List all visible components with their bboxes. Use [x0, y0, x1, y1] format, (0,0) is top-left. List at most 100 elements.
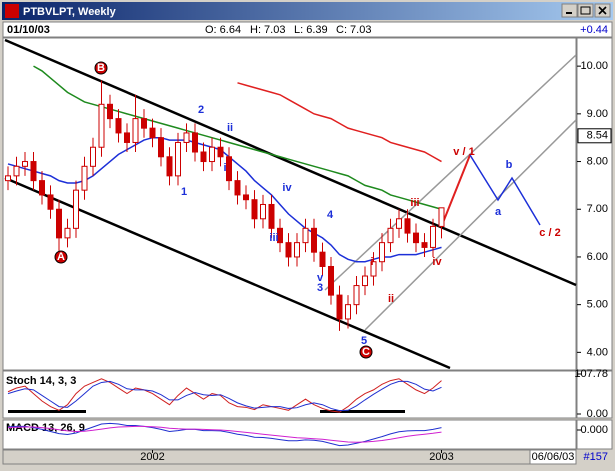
- wave-label: v / 1: [453, 146, 474, 158]
- y-tick-label: 9.00: [587, 108, 608, 120]
- y-tick-label: 5.00: [587, 299, 608, 311]
- candle-body: [200, 151, 207, 163]
- candle-body: [260, 203, 266, 220]
- wave-circle: [94, 61, 108, 75]
- wave-label: iii: [410, 197, 419, 209]
- minimize-button[interactable]: [561, 3, 578, 18]
- candle-body: [302, 227, 309, 244]
- wave-circle: [54, 250, 68, 264]
- window-title: PTBVLPT, Weekly: [23, 6, 117, 18]
- wave-label: ii: [227, 122, 233, 134]
- y-tick-label: 6.00: [587, 251, 608, 263]
- candle-body: [64, 227, 71, 239]
- candle-body: [124, 132, 130, 143]
- footer-date: 06/06/03: [532, 451, 575, 463]
- candle-body: [209, 146, 215, 163]
- channel-lower: [4, 176, 451, 370]
- wave-label: B: [97, 62, 105, 74]
- header-bar: [2, 21, 613, 38]
- candle-body: [149, 127, 156, 139]
- stoch-panel: [2, 370, 577, 419]
- channel-lines: [4, 38, 577, 370]
- wave-label: 2: [198, 104, 204, 116]
- stoch-axis: [576, 370, 613, 419]
- candle-body: [39, 180, 45, 196]
- candle-body: [421, 242, 428, 248]
- indicator-line: [7, 380, 442, 412]
- indicator-line: [237, 82, 442, 163]
- candle-body: [115, 118, 122, 134]
- candle-body: [90, 146, 96, 167]
- candle-body: [141, 118, 147, 129]
- maximize-glyph: [580, 6, 591, 15]
- price-marker: [577, 128, 612, 144]
- candle-body: [226, 156, 232, 182]
- candle-body: [73, 189, 79, 229]
- price-panel: [2, 37, 577, 371]
- candle-body: [251, 199, 258, 220]
- candle-body: [277, 227, 283, 244]
- x-tick-label: 2002: [140, 451, 164, 463]
- candle-body: [183, 132, 190, 143]
- stoch-bar-1: [8, 410, 86, 413]
- header-date: 01/10/03: [7, 24, 50, 36]
- candle-body: [158, 137, 164, 158]
- wave-label: C: [362, 346, 370, 358]
- y-tick-label: 0.000: [580, 424, 608, 436]
- footer-date-box: [529, 449, 577, 465]
- candle-body: [345, 304, 351, 320]
- candle-body: [387, 227, 394, 244]
- app-icon: [5, 4, 19, 18]
- candle-body: [336, 294, 343, 320]
- candle-body: [294, 242, 300, 258]
- projection-blue: [469, 154, 541, 226]
- macd-axis: [576, 419, 613, 450]
- wave-label: 3: [317, 282, 323, 294]
- wave-label: a: [495, 206, 502, 218]
- time-axis: [2, 449, 577, 465]
- candle-body: [56, 208, 62, 239]
- candle-body: [13, 165, 20, 177]
- candle-body: [353, 285, 360, 306]
- candle-body: [438, 207, 445, 227]
- candle-body: [404, 218, 411, 234]
- projection-red: [441, 154, 471, 226]
- candle-body: [166, 156, 173, 177]
- channel-gray-2: [364, 119, 577, 331]
- x-tick-label: 2003: [429, 451, 453, 463]
- y-tick-label: 10.00: [580, 60, 608, 72]
- candle-body: [175, 141, 181, 177]
- stoch-label: Stoch 14, 3, 3: [6, 375, 76, 387]
- y-tick-label: 0.00: [587, 408, 608, 420]
- wave-circle: [359, 345, 373, 359]
- y-tick-label: 107.78: [574, 368, 608, 380]
- wave-label: i: [223, 162, 226, 174]
- header-open: O: 6.64: [205, 24, 241, 36]
- header-change: +0.44: [580, 24, 608, 36]
- wave-label: c / 2: [539, 227, 560, 239]
- candle-body: [430, 225, 436, 248]
- candle-body: [362, 275, 368, 287]
- candle-body: [268, 203, 275, 229]
- title-bar: [2, 2, 613, 20]
- y-tick-label: 8.00: [587, 155, 608, 167]
- candle-body: [30, 161, 37, 182]
- header-high: H: 7.03: [250, 24, 285, 36]
- price-marker-label: 8.54: [587, 130, 608, 142]
- candle-body: [107, 103, 113, 120]
- header-low: L: 6.39: [294, 24, 328, 36]
- wave-label: b: [506, 159, 513, 171]
- wave-label: A: [57, 251, 65, 263]
- wave-label: iv: [432, 256, 442, 268]
- maximize-button[interactable]: [577, 3, 594, 18]
- candle-body: [217, 146, 224, 158]
- wave-label: i: [370, 256, 373, 268]
- price-axis: [576, 37, 613, 371]
- window-buttons: [561, 3, 611, 18]
- candle-body: [396, 218, 402, 229]
- candle-body: [370, 261, 377, 277]
- wave-label: 1: [181, 186, 187, 198]
- candle-body: [311, 227, 317, 253]
